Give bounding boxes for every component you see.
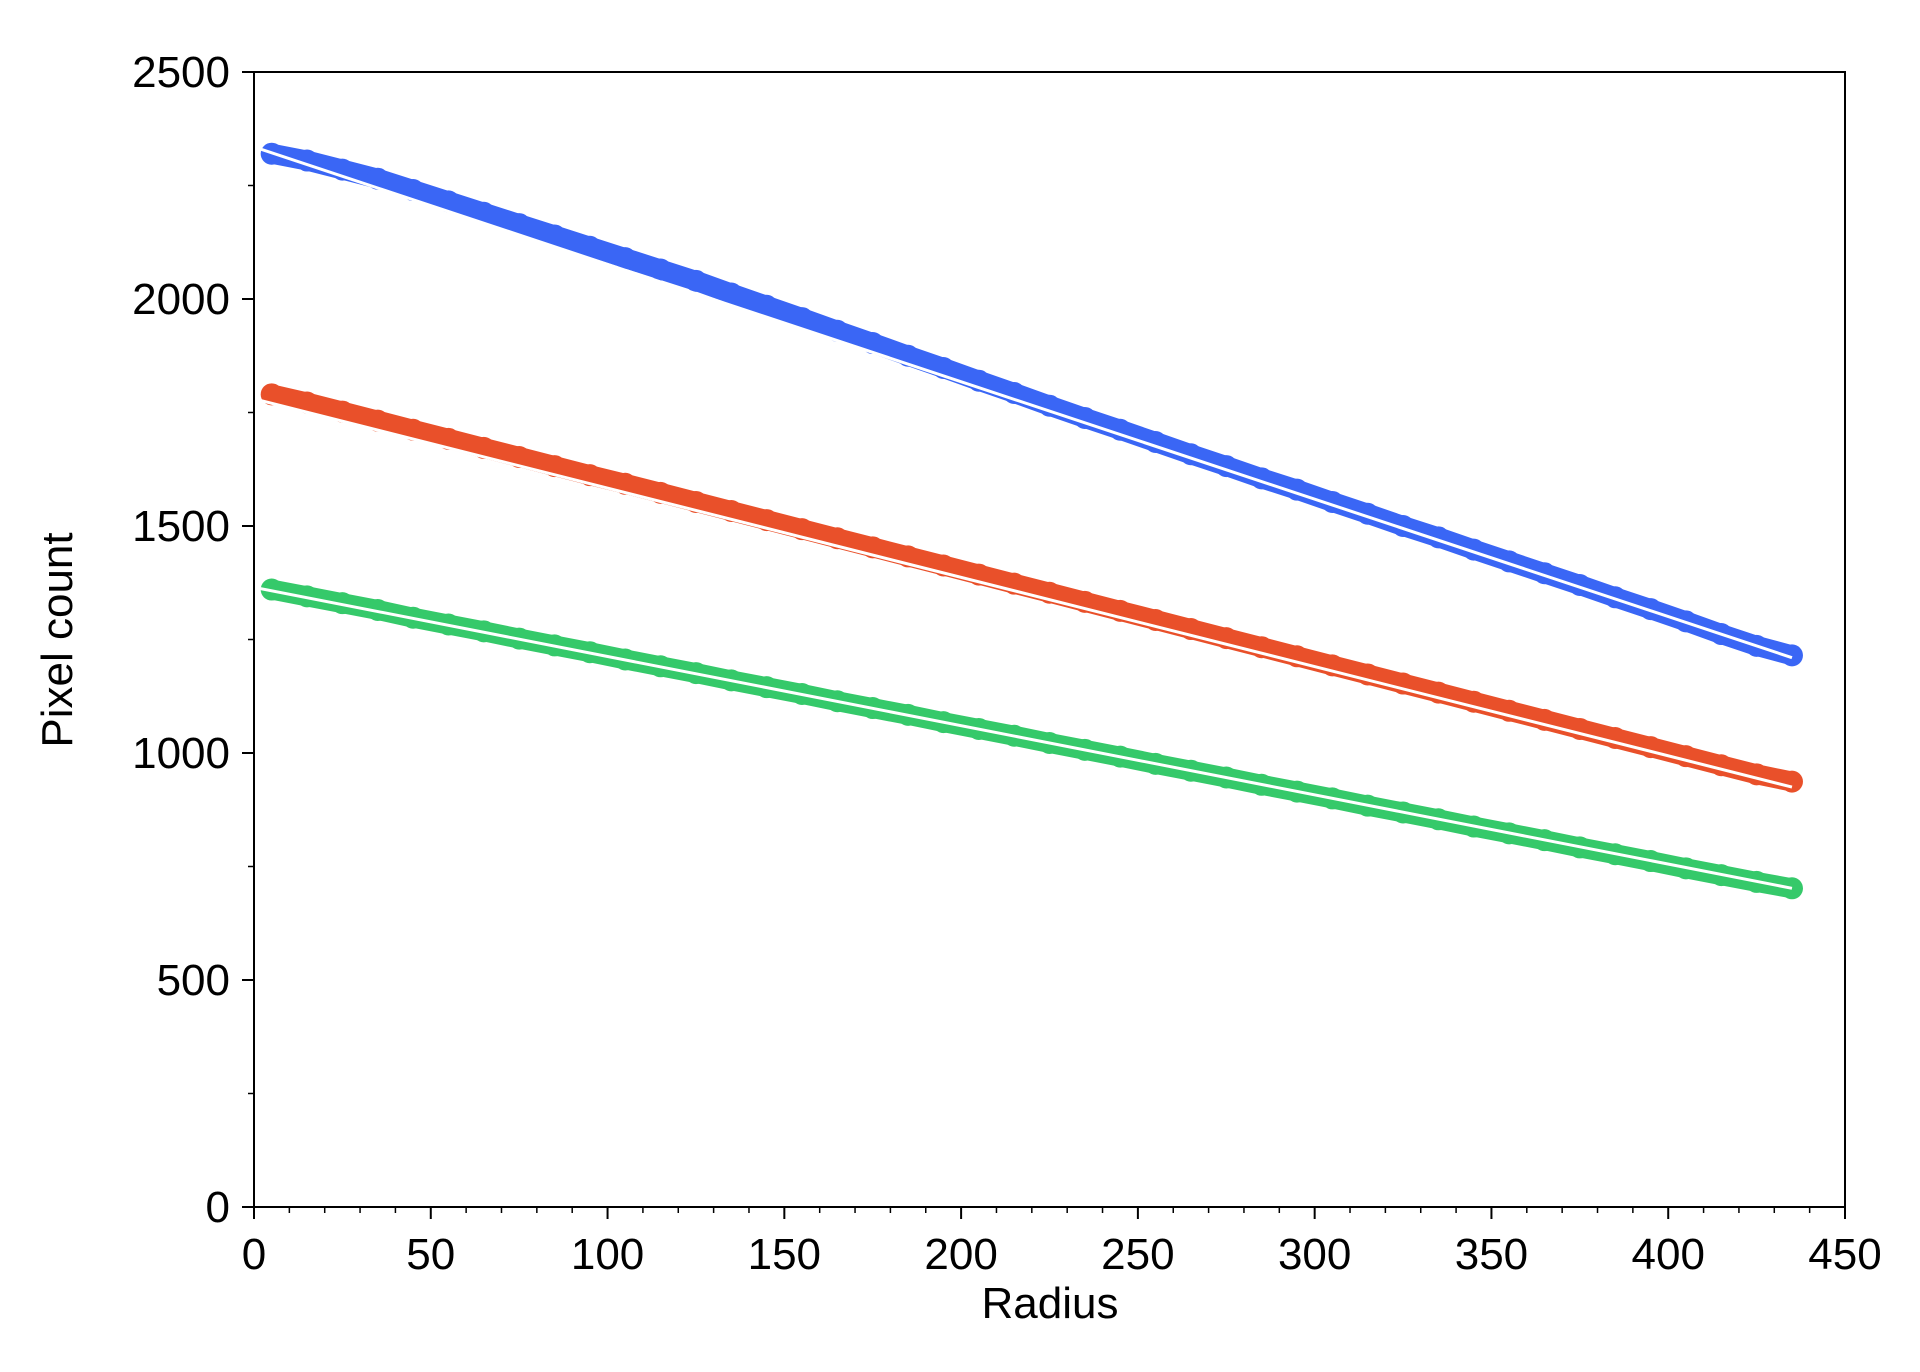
x-tick-label: 100	[571, 1230, 644, 1279]
x-tick-label: 250	[1101, 1230, 1174, 1279]
scatter-point	[720, 282, 743, 305]
scatter-point	[331, 400, 354, 423]
scatter-point	[1745, 763, 1768, 786]
scatter-point	[296, 391, 319, 414]
y-axis-label: Pixel count	[33, 532, 82, 747]
scatter-point	[1780, 644, 1803, 667]
x-tick-label: 0	[242, 1230, 266, 1279]
scatter-point	[614, 472, 637, 495]
y-tick-label: 1500	[132, 502, 230, 551]
scatter-point	[1038, 394, 1061, 417]
scatter-point	[791, 307, 814, 330]
scatter-point	[1780, 770, 1803, 793]
scatter-point	[402, 418, 425, 441]
x-tick-label: 350	[1455, 1230, 1528, 1279]
scatter-point	[472, 436, 495, 459]
scatter-point	[543, 455, 566, 478]
scatter-point	[508, 445, 531, 468]
scatter-point	[1639, 598, 1662, 621]
scatter-point	[437, 427, 460, 450]
scatter-point	[861, 332, 884, 355]
scatter-point	[578, 235, 601, 258]
x-tick-label: 300	[1278, 1230, 1351, 1279]
scatter-point	[614, 247, 637, 270]
x-tick-label: 50	[406, 1230, 455, 1279]
fit-line	[253, 397, 1793, 789]
y-tick-label: 500	[157, 956, 230, 1005]
scatter-point	[366, 167, 389, 190]
x-axis-label: Radius	[982, 1279, 1119, 1328]
scatter-point	[649, 258, 672, 281]
scatter-point	[366, 409, 389, 432]
scatter-point	[1674, 745, 1697, 768]
scatter-point	[543, 224, 566, 247]
scatter-point	[437, 190, 460, 213]
plot-frame	[253, 71, 1846, 1208]
y-tick-label: 2500	[132, 48, 230, 97]
y-tick-label: 2000	[132, 275, 230, 324]
fit-line	[253, 145, 1793, 660]
fit-line	[253, 585, 1793, 890]
scatter-point	[684, 269, 707, 292]
scatter-point	[826, 319, 849, 342]
scatter-point	[260, 383, 283, 406]
x-tick-label: 450	[1808, 1230, 1881, 1279]
y-tick-label: 1000	[132, 729, 230, 778]
y-tick-label: 0	[206, 1183, 230, 1232]
scatter-point	[1604, 586, 1627, 609]
scatter-point	[649, 481, 672, 504]
x-tick-label: 150	[748, 1230, 821, 1279]
scatter-point	[508, 213, 531, 236]
scatter-point	[1710, 754, 1733, 777]
scatter-point	[684, 490, 707, 513]
scatter-point	[402, 179, 425, 202]
scatter-point	[755, 294, 778, 317]
x-tick-label: 200	[924, 1230, 997, 1279]
x-tick-label: 400	[1632, 1230, 1705, 1279]
scatter-point	[472, 201, 495, 224]
scatter-point	[578, 464, 601, 487]
